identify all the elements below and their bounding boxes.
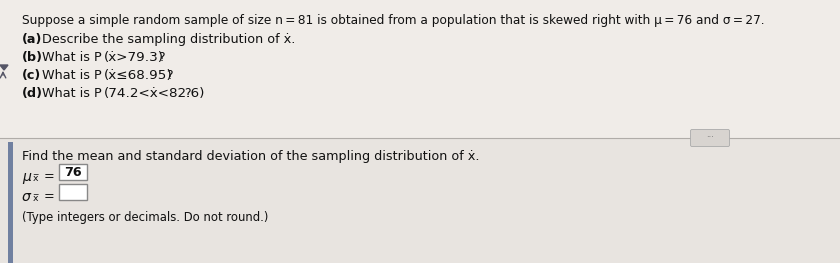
Text: What is P: What is P [42,51,106,64]
Text: x̅: x̅ [33,194,39,203]
Bar [0,138,840,263]
FancyBboxPatch shape [59,164,87,180]
Text: (c): (c) [22,69,41,82]
FancyBboxPatch shape [690,129,729,146]
Text: (ẋ≤68.95): (ẋ≤68.95) [104,69,173,82]
Text: (Type integers or decimals. Do not round.): (Type integers or decimals. Do not round… [22,211,268,224]
Text: x̅: x̅ [33,174,39,183]
Text: (d): (d) [22,87,43,100]
Text: (a): (a) [22,33,42,46]
Text: μ: μ [22,170,31,184]
Text: ?: ? [166,69,173,82]
Text: =: = [44,170,55,183]
Text: ?: ? [184,87,191,100]
Text: (ẋ>79.3): (ẋ>79.3) [104,51,164,64]
Text: (74.2<ẋ<82.6): (74.2<ẋ<82.6) [104,87,206,100]
Text: ···: ··· [706,134,714,143]
Bar [8,142,13,263]
Text: =: = [44,190,55,203]
Polygon shape [0,65,8,70]
Text: (b): (b) [22,51,43,64]
Text: Suppose a simple random sample of size n = 81 is obtained from a population that: Suppose a simple random sample of size n… [22,14,764,27]
Bar [0,0,840,138]
Text: Find the mean and standard deviation of the sampling distribution of ẋ.: Find the mean and standard deviation of … [22,150,480,163]
Text: Describe the sampling distribution of ẋ.: Describe the sampling distribution of ẋ. [42,33,296,46]
FancyBboxPatch shape [59,184,87,200]
Text: σ: σ [22,190,31,204]
Text: What is P: What is P [42,69,106,82]
Text: 76: 76 [64,165,81,179]
Text: What is P: What is P [42,87,106,100]
Text: ?: ? [158,51,165,64]
